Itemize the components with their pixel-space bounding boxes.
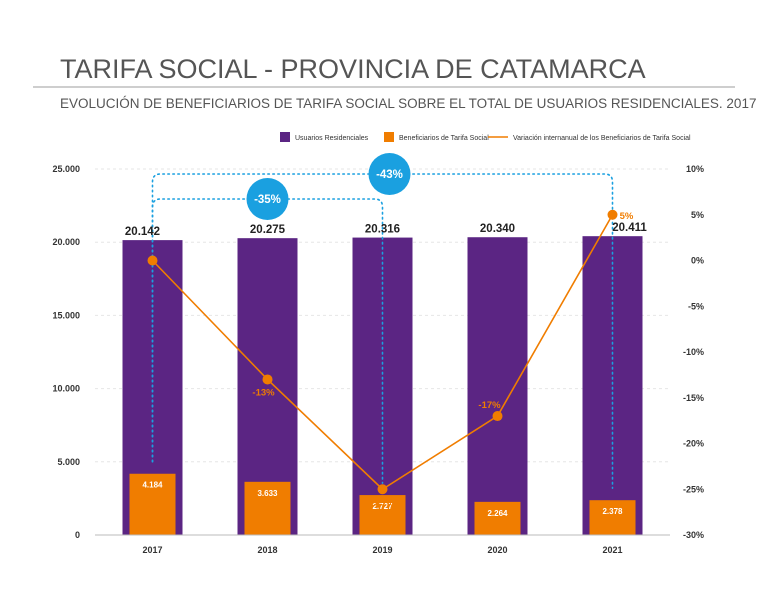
x-tick-label: 2018: [257, 545, 277, 555]
right-tick-label: -20%: [683, 439, 704, 449]
bars-beneficiarios: [129, 473, 636, 535]
x-tick-label: 2021: [602, 545, 622, 555]
x-axis: 2017 2018 2019 2020 2021: [142, 545, 622, 555]
label-usuarios-2020: 20.340: [480, 223, 515, 235]
left-tick-label: 0: [75, 530, 80, 540]
label-variacion-2018: -13%: [252, 387, 275, 398]
legend-label-usuarios: Usuarios Residenciales: [295, 135, 369, 142]
label-beneficiarios-2021: 2.378: [602, 507, 623, 516]
label-usuarios-2018: 20.275: [250, 224, 286, 236]
left-tick-label: 20.000: [52, 237, 80, 247]
right-tick-label: 10%: [686, 164, 704, 174]
left-tick-label: 15.000: [52, 310, 80, 320]
variacion-point-2017: [147, 255, 158, 266]
left-tick-label: 25.000: [52, 164, 80, 174]
bar-beneficiarios-2017: [129, 473, 176, 535]
label-usuarios-2017: 20.142: [125, 226, 160, 238]
bar-beneficiarios-2021: [589, 500, 636, 535]
right-tick-label: 0%: [691, 256, 704, 266]
variacion-point-2021: [607, 209, 618, 220]
label-variacion-2019: -25%: [371, 497, 394, 508]
label-variacion-2020: -17%: [478, 400, 501, 411]
label-beneficiarios-2018: 3.633: [257, 489, 278, 498]
line-variacion: [147, 209, 618, 495]
bar-usuarios-2020: [467, 237, 528, 535]
bars-usuarios-residenciales: [122, 236, 643, 535]
label-usuarios-2019: 20.316: [365, 224, 400, 236]
bar-usuarios-2021: [582, 236, 643, 535]
legend-label-beneficiarios: Beneficiarios de Tarifa Social: [399, 135, 489, 142]
right-tick-label: -10%: [683, 347, 704, 357]
right-tick-label: -25%: [683, 484, 704, 494]
x-tick-label: 2019: [372, 545, 392, 555]
label-variacion-2021: 5%: [620, 211, 634, 222]
bar-beneficiarios-2018: [244, 481, 291, 535]
right-tick-label: -30%: [683, 530, 704, 540]
bar-beneficiarios-2020: [474, 501, 521, 535]
label-usuarios-2021: 20.411: [612, 222, 647, 234]
right-axis: 10% 5% 0% -5% -10% -15% -20% -25% -30%: [683, 164, 704, 540]
x-tick-label: 2020: [487, 545, 507, 555]
label-beneficiarios-2020: 2.264: [487, 509, 508, 518]
label-beneficiarios-2017: 4.184: [142, 481, 163, 490]
variacion-point-2020: [492, 411, 503, 422]
left-tick-label: 10.000: [52, 384, 80, 394]
left-tick-label: 5.000: [57, 457, 80, 467]
label-beneficiarios-2019: 2.727: [372, 502, 393, 511]
right-tick-label: -5%: [688, 301, 704, 311]
chart-title: TARIFA SOCIAL - PROVINCIA DE CATAMARCA: [60, 54, 646, 84]
legend-swatch-usuarios: [280, 132, 290, 142]
bubble-annotations: -35% -43%: [246, 153, 411, 220]
legend-label-variacion: Variación internanual de los Beneficiari…: [513, 135, 691, 142]
x-tick-label: 2017: [142, 545, 162, 555]
bubble-label-0: -35%: [254, 194, 281, 206]
right-tick-label: 5%: [691, 210, 704, 220]
bubble-label-1: -43%: [376, 169, 403, 181]
bar-beneficiarios-2019: [359, 495, 406, 535]
variacion-point-2018: [262, 374, 273, 385]
left-axis: 0 5.000 10.000 15.000 20.000 25.000: [52, 164, 80, 540]
bubble-1: [368, 153, 411, 195]
legend-swatch-beneficiarios: [384, 132, 394, 142]
legend: Usuarios Residenciales Beneficiarios de …: [280, 132, 691, 142]
bubble-0: [246, 178, 289, 220]
data-labels: 20.142 20.275 20.316 20.340 20.411 4.184 3.633…: [125, 211, 647, 518]
variacion-point-2019: [377, 484, 388, 495]
right-tick-label: -15%: [683, 393, 704, 403]
chart-subtitle: EVOLUCIÓN DE BENEFICIARIOS DE TARIFA SOC…: [60, 96, 757, 111]
